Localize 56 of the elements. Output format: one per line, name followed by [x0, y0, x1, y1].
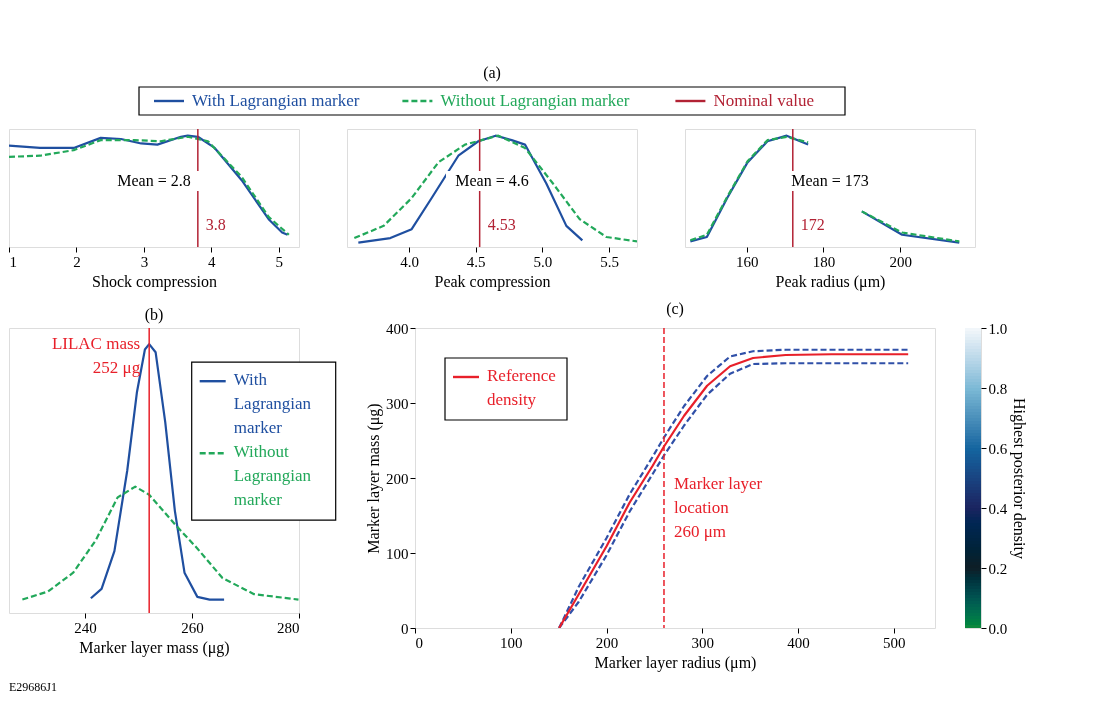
x-tick-label: 200: [889, 253, 912, 270]
x-tick-label: 3: [140, 253, 149, 270]
color-bar-title: Highest posterior density: [1010, 398, 1029, 559]
color-bar-label: 0.0: [988, 620, 1008, 637]
x-tick-label: 180: [812, 253, 836, 270]
annotation: 4.53: [487, 215, 516, 233]
x-tick-label: 160: [736, 253, 759, 270]
x-tick-label: 2: [73, 253, 81, 270]
y-axis-title: Marker layer mass (μg): [365, 403, 383, 554]
ref-line-label: Marker layer location 260 μm: [673, 474, 763, 541]
y-tick-label: 200: [386, 470, 409, 487]
x-tick-label: 300: [691, 634, 715, 651]
color-bar-label: 0.8: [988, 380, 1008, 397]
y-tick-label: 400: [386, 320, 409, 337]
x-tick-label: 280: [277, 619, 300, 636]
y-tick-label: 300: [386, 395, 409, 412]
annotation: 172: [800, 215, 825, 233]
chart-title: (a): [483, 64, 501, 82]
x-axis-title: Marker layer radius (μm): [594, 653, 757, 672]
color-bar-label: 0.6: [988, 440, 1008, 457]
annotation: Mean = 173: [791, 171, 869, 189]
legend-label: With Lagrangian marker: [192, 91, 360, 110]
x-tick-label: 4: [208, 253, 217, 270]
x-tick-label: 5.5: [600, 253, 619, 270]
x-tick-label: 0: [415, 634, 423, 651]
chart-title: (b): [144, 306, 164, 325]
legend-label: Without Lagrangian marker: [440, 91, 630, 110]
x-tick-label: 200: [595, 634, 619, 651]
x-tick-label: 500: [883, 634, 906, 651]
y-tick-label: 100: [386, 545, 409, 562]
x-tick-label: 100: [500, 634, 523, 651]
x-tick-label: 1: [9, 253, 17, 270]
legend-label: Reference density: [487, 366, 556, 409]
x-tick-label: 400: [787, 634, 810, 651]
x-axis-title: Shock compression: [92, 272, 217, 291]
text: E29686J1: [9, 680, 57, 694]
x-axis-title: Peak compression: [434, 272, 551, 291]
legend-label: Nominal value: [713, 91, 814, 110]
ref-line-label: LILAC mass 252 μg: [51, 334, 141, 377]
annotation: Mean = 4.6: [455, 171, 529, 189]
annotation: 3.8: [205, 215, 226, 233]
color-bar-label: 0.2: [988, 560, 1008, 577]
x-tick-label: 5.0: [533, 253, 553, 270]
legend-label: With Lagrangian marker: [233, 370, 312, 438]
legend-label: Without Lagrangian marker: [233, 442, 312, 510]
annotation: Mean = 2.8: [117, 171, 191, 189]
x-tick-label: 4.0: [400, 253, 419, 270]
x-axis-title: Marker layer mass (μg): [79, 638, 230, 657]
x-tick-label: 240: [74, 619, 97, 636]
color-bar-label: 0.4: [988, 500, 1008, 517]
x-tick-label: 4.5: [466, 253, 486, 270]
color-bar-label: 1.0: [988, 320, 1008, 337]
x-tick-label: 5: [275, 253, 284, 270]
chart-title: (c): [666, 300, 684, 318]
x-axis-title: Peak radius (μm): [775, 272, 886, 291]
x-tick-label: 260: [181, 619, 204, 636]
